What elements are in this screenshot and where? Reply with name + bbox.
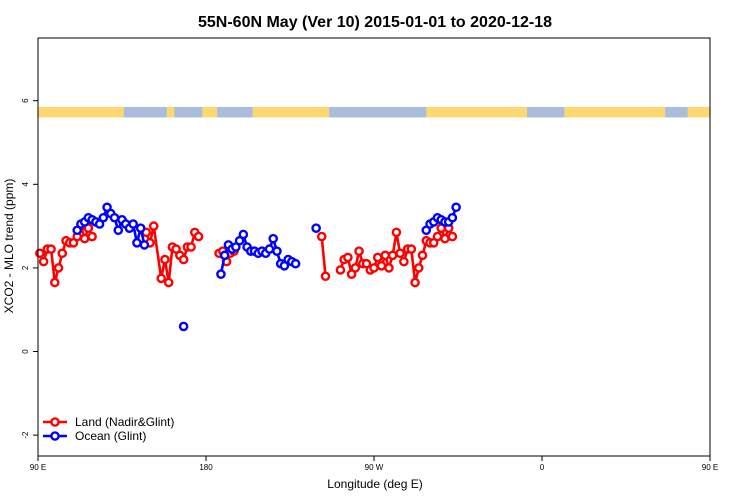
data-point (354, 246, 364, 256)
data-point (376, 261, 387, 271)
data-point (406, 244, 417, 254)
legend-label: Land (Nadir&Glint) (75, 415, 174, 429)
data-point (311, 223, 321, 233)
data-point (156, 273, 166, 284)
band-ocean-segment (174, 106, 203, 118)
data-point (139, 240, 150, 250)
data-point (128, 219, 138, 229)
data-point (316, 231, 327, 242)
data-point (380, 250, 391, 261)
series-ocean (72, 202, 461, 332)
data-point (50, 277, 60, 288)
data-point (399, 256, 409, 267)
data-point (57, 248, 68, 259)
data-point (432, 231, 443, 242)
data-point (447, 231, 458, 242)
y-tick-label: 0 (21, 349, 30, 354)
data-point (447, 212, 458, 223)
data-point (238, 229, 249, 240)
data-point (216, 269, 226, 279)
data-point (372, 252, 383, 263)
y-tick-label: 4 (21, 182, 30, 187)
y-tick-label: -2 (21, 431, 30, 439)
data-point (178, 254, 189, 265)
band-ocean-segment (665, 106, 688, 118)
data-point (440, 233, 450, 244)
series-layer (35, 202, 461, 332)
band-ocean-segment (527, 106, 565, 118)
data-point (98, 212, 109, 223)
data-point (87, 231, 97, 242)
axes: 90 E 180 90 W 0 90 E -2 0 2 4 6 (21, 98, 718, 472)
data-point (272, 246, 282, 256)
data-point (193, 231, 204, 242)
x-tick-label: 0 (540, 463, 545, 472)
data-point (413, 263, 424, 273)
data-point (369, 263, 379, 273)
data-point (451, 202, 461, 213)
x-tick-label: 90 E (30, 463, 46, 472)
data-point (46, 244, 56, 254)
data-point (38, 256, 49, 267)
data-point (417, 250, 428, 261)
band-ocean-segment (329, 106, 427, 118)
data-point (109, 212, 120, 223)
data-point (53, 263, 64, 273)
series-land (35, 221, 458, 288)
data-point (148, 221, 159, 231)
data-point (178, 321, 189, 332)
data-point (410, 277, 420, 288)
land-ocean-band (38, 106, 710, 118)
y-tick-label: 2 (21, 265, 30, 270)
data-point (395, 248, 405, 259)
data-point (320, 271, 331, 282)
data-point (163, 277, 174, 288)
legend-marker (50, 417, 60, 427)
chart-title: 55N-60N May (Ver 10) 2015-01-01 to 2020-… (198, 14, 552, 31)
band-ocean-segment (217, 106, 253, 118)
x-tick-label: 90 W (365, 463, 384, 472)
data-point (160, 254, 170, 265)
data-point (132, 238, 142, 248)
data-point (268, 233, 279, 244)
data-point (343, 252, 353, 263)
y-axis-label: XCO2 - MLO trend (ppm) (2, 179, 16, 314)
data-point (264, 244, 275, 254)
legend-marker (50, 431, 60, 441)
legend: Land (Nadir&Glint)Ocean (Glint) (43, 415, 174, 443)
data-point (387, 250, 398, 261)
band-ocean-segment (123, 106, 167, 118)
legend-label: Ocean (Glint) (75, 429, 146, 443)
x-tick-label: 180 (199, 463, 213, 472)
plot-frame (37, 37, 711, 457)
x-tick-label: 90 E (702, 463, 718, 472)
y-tick-label: 6 (21, 98, 30, 103)
data-point (35, 248, 45, 259)
series-line (320, 236, 327, 277)
data-point (384, 263, 394, 273)
data-point (350, 263, 361, 273)
data-point (186, 242, 196, 252)
data-point (135, 223, 146, 233)
data-point (290, 258, 301, 269)
data-point (391, 227, 402, 238)
data-point (219, 250, 230, 261)
data-point (335, 265, 346, 275)
data-point (113, 225, 124, 236)
data-point (79, 233, 90, 244)
x-axis-label: Longitude (deg E) (327, 477, 422, 491)
